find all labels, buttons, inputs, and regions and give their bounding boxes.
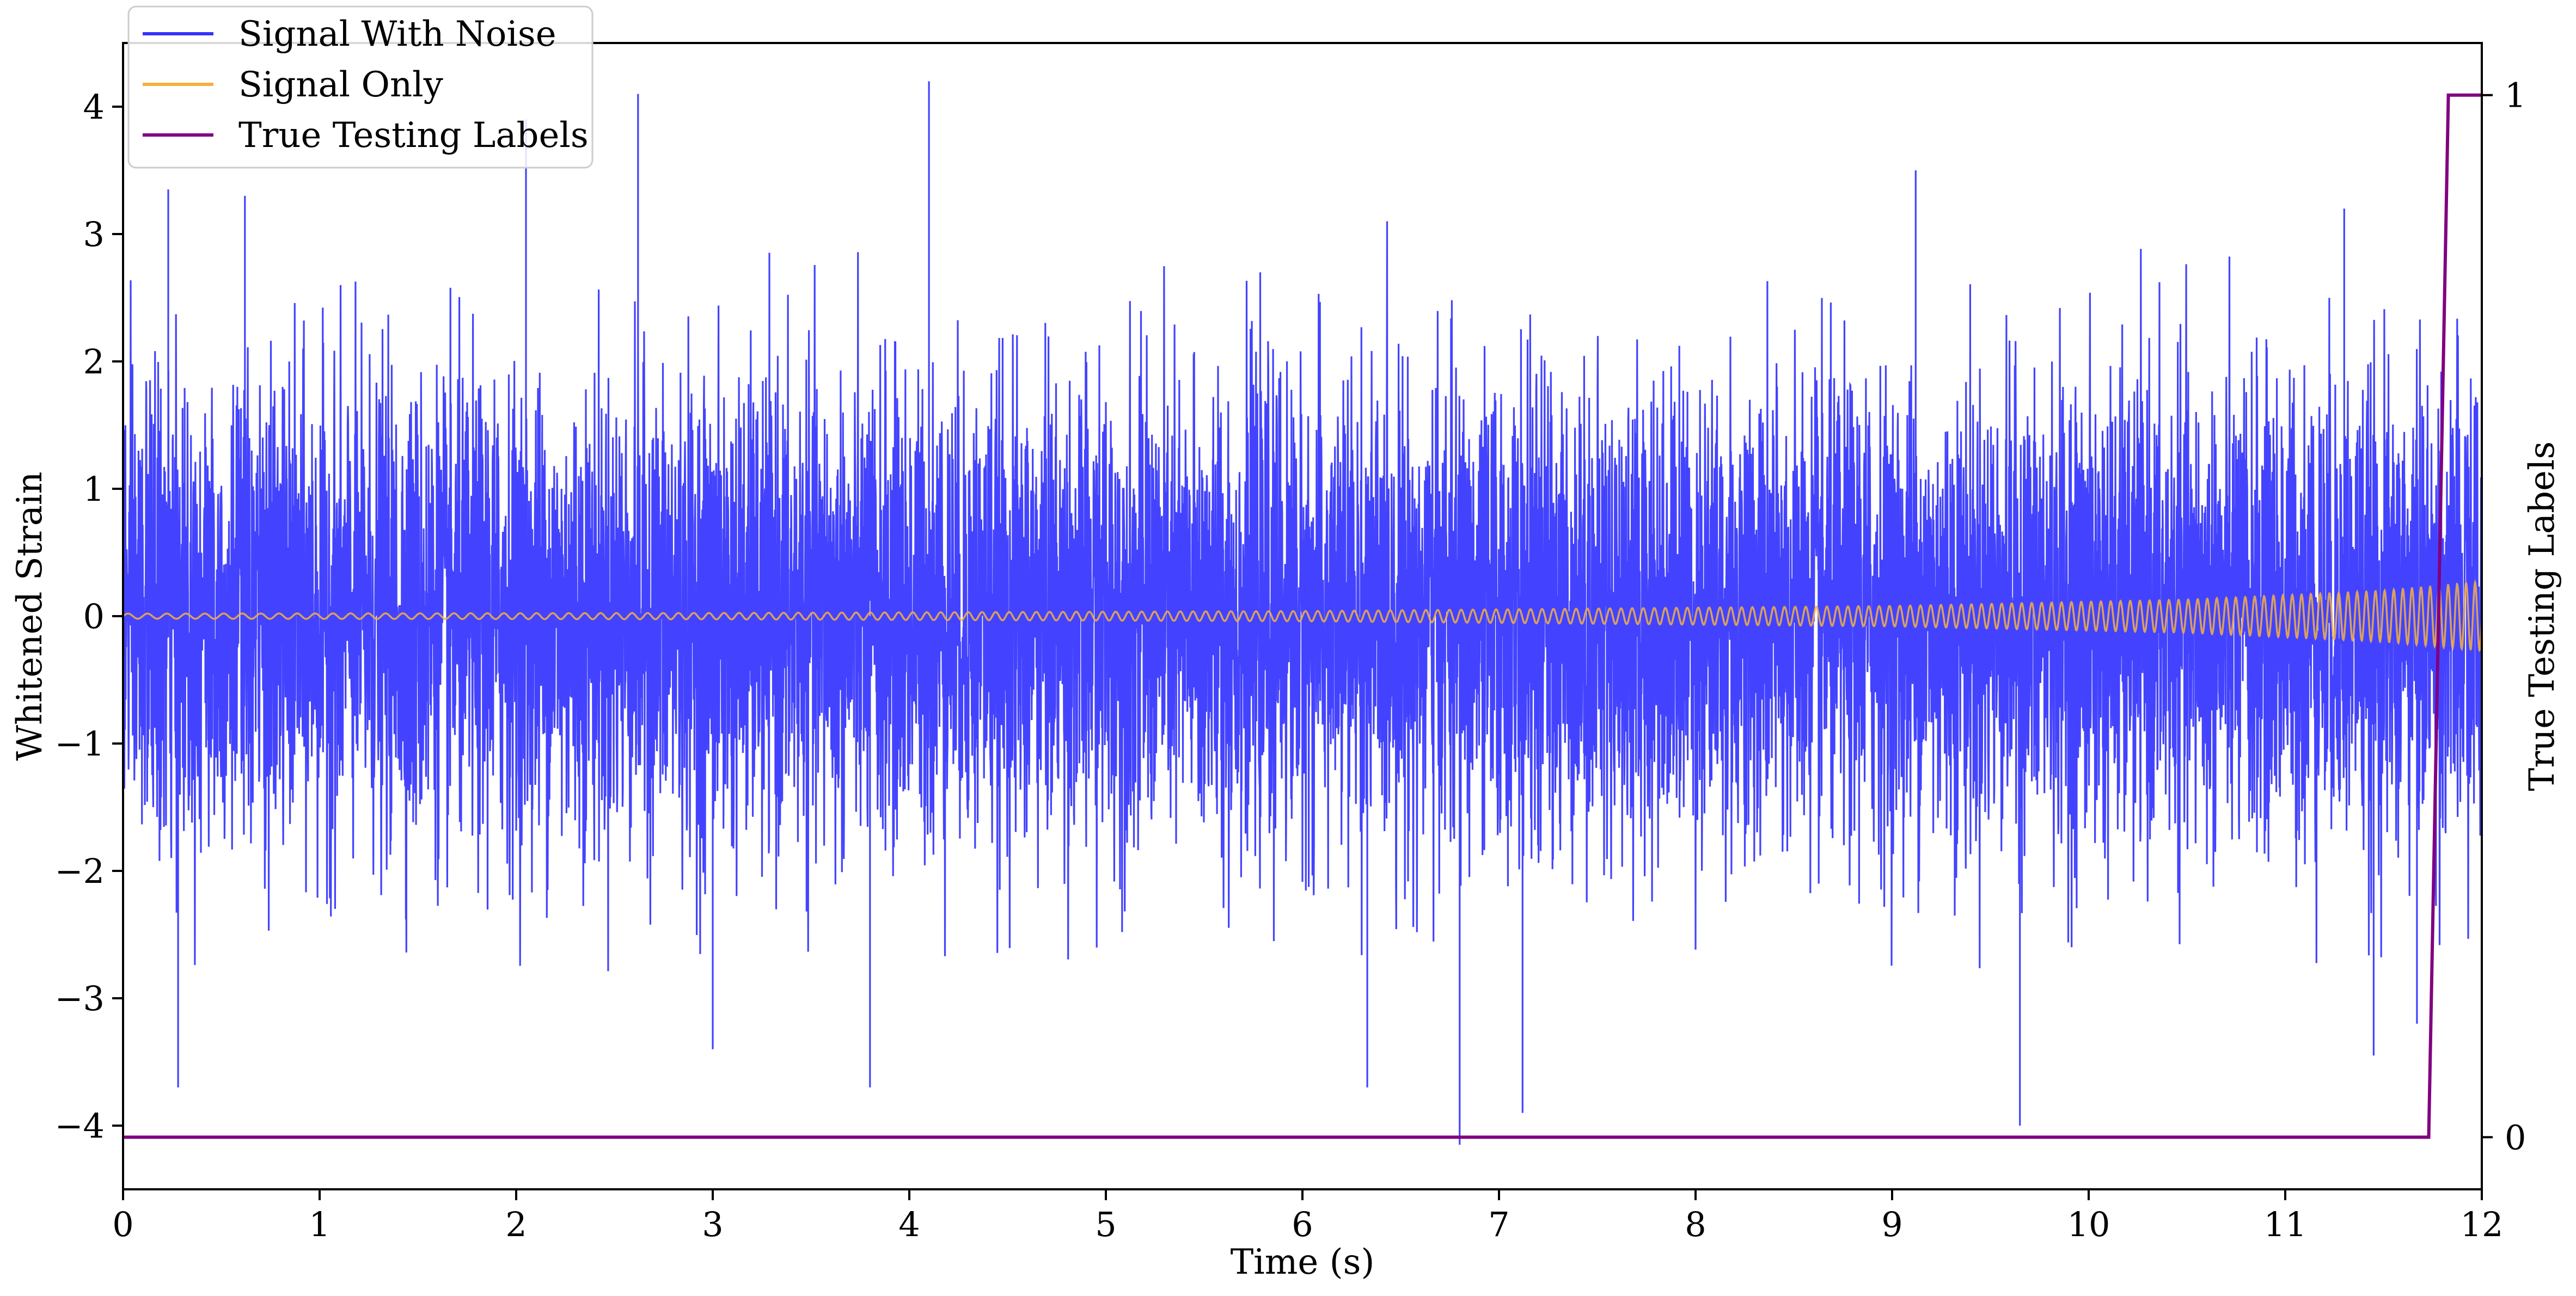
y-axis-left: −4 −3 −2 −1 0 1 2 3 4 [55,87,123,1146]
y-axis-label: Whitened Strain [10,471,50,760]
y2-tick-label: 1 [2505,76,2526,115]
y-tick-label: 0 [83,597,105,636]
x-tick-label: 9 [1881,1205,1902,1244]
legend: Signal With Noise Signal Only True Testi… [127,5,593,169]
legend-label-true-testing-labels: True Testing Labels [238,115,589,156]
x-tick-label: 11 [2264,1205,2307,1244]
x-tick-label: 7 [1488,1205,1509,1244]
series-signal-only [123,579,2482,653]
y-tick-label: −2 [55,851,105,891]
x-tick-label: 5 [1095,1205,1116,1244]
x-axis-label: Time (s) [1231,1242,1375,1282]
x-tick-label: 3 [702,1205,723,1244]
y2-tick-label: 0 [2505,1117,2526,1157]
series-true-testing-labels [123,93,2482,1139]
y-tick-label: 2 [83,342,105,382]
x-tick-label: 12 [2461,1205,2504,1244]
y-tick-label: −4 [55,1106,105,1146]
y-tick-label: 4 [83,87,105,127]
y-tick-label: −1 [55,724,105,764]
y-tick-label: 1 [83,469,105,509]
y-axis-right: 01 [2482,76,2526,1157]
y-tick-label: 3 [83,214,105,254]
series-signal-with-noise [123,81,2482,1145]
x-tick-label: 2 [505,1205,527,1244]
x-tick-label: 4 [898,1205,920,1244]
x-tick-label: 0 [112,1205,133,1244]
x-axis: 0 1 2 3 4 5 6 7 8 9 10 11 12 [112,1189,2503,1244]
plot-area [123,81,2482,1145]
x-tick-label: 10 [2067,1205,2110,1244]
legend-label-signal-with-noise: Signal With Noise [238,14,556,54]
y-tick-label: −3 [55,979,105,1018]
y2-axis-label: True Testing Labels [2522,441,2562,791]
x-tick-label: 1 [309,1205,330,1244]
x-tick-label: 6 [1292,1205,1313,1244]
legend-box [127,5,593,169]
legend-label-signal-only: Signal Only [238,65,443,105]
x-tick-label: 8 [1685,1205,1706,1244]
